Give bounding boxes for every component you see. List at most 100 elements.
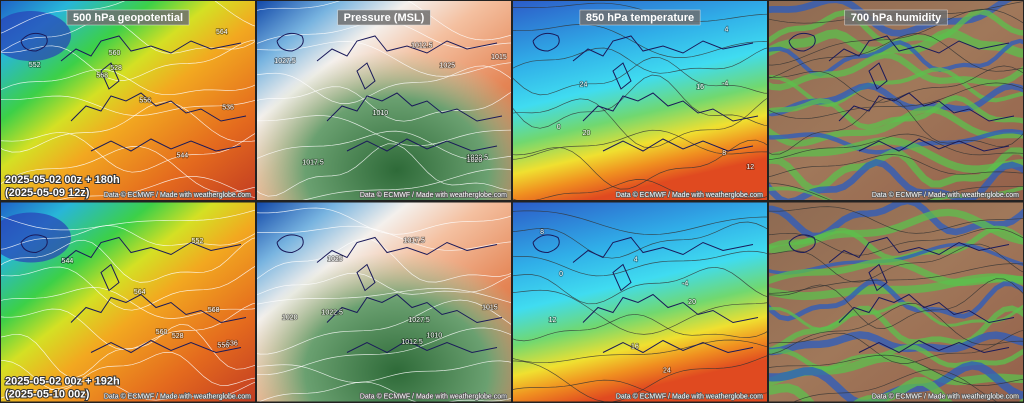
contour-label: -4	[722, 81, 728, 88]
contour-line	[769, 278, 1023, 329]
credit: Data © ECMWF / Made with weatherglobe.co…	[104, 393, 251, 401]
contour-label: 20	[688, 299, 696, 306]
map-shading	[1, 212, 71, 263]
contour-line	[1, 323, 255, 378]
contour-label: 24	[580, 82, 588, 89]
contour-label: 528	[172, 333, 184, 340]
contour-label: -4	[682, 281, 688, 288]
humidity-band	[769, 147, 1023, 193]
contour-label: 560	[156, 329, 168, 336]
contour-line	[1, 95, 255, 116]
contour-line	[769, 182, 1023, 200]
contour-line	[513, 266, 767, 305]
contour-line	[513, 339, 767, 364]
coastline	[788, 32, 1015, 152]
map-background	[513, 1, 767, 200]
coastline	[276, 32, 503, 152]
contour-line	[257, 360, 511, 383]
humidity-band	[769, 305, 1023, 353]
humidity-band	[769, 158, 1023, 200]
map-shading	[257, 202, 511, 402]
contour-label: 8	[722, 150, 726, 157]
contour-line	[257, 115, 511, 147]
contour-label: 12	[549, 317, 557, 324]
contour-line	[257, 41, 511, 77]
contour-line	[257, 299, 511, 355]
contour-line	[793, 369, 997, 402]
contour-line	[769, 154, 1023, 177]
contour-line	[513, 179, 767, 200]
humidity-band	[769, 331, 1023, 356]
contour-line	[513, 129, 767, 160]
humidity-band	[769, 273, 1023, 301]
contour-label: 20	[583, 130, 591, 137]
contour-label: 536	[226, 341, 238, 348]
title-box	[66, 9, 190, 26]
credit: Data © ECMWF / Made with weatherglobe.co…	[360, 393, 507, 401]
contour-label: 12	[746, 164, 754, 171]
contour-line	[257, 327, 511, 376]
contour-line	[1, 287, 255, 319]
contour-line	[1, 225, 255, 250]
contour-label: 536	[222, 105, 234, 112]
contour-label: 568	[208, 307, 220, 314]
coastline	[276, 234, 503, 354]
valid-label: (2025-05-10 00z)	[5, 389, 90, 401]
credit: Data © ECMWF / Made with weatherglobe.co…	[616, 393, 763, 401]
contour-line	[769, 263, 1023, 294]
contour-label: 1022.5	[467, 155, 489, 162]
contour-label: 1022.5	[321, 310, 343, 317]
contour-line	[769, 206, 1023, 234]
map-panel: 528 536 544 552 556 560 564 568 Data © ECMWF / M…	[1, 202, 255, 402]
coastline	[20, 234, 247, 354]
contour-line	[769, 82, 1023, 120]
contour-line	[1, 146, 255, 194]
contour-line	[56, 176, 255, 200]
contour-line	[257, 1, 511, 41]
contour-label: 8	[540, 229, 544, 236]
run-label: 2025-05-02 00z + 192h	[5, 376, 120, 388]
contour-label: 1020	[282, 314, 298, 321]
contour-label: 568	[96, 73, 108, 80]
map-background	[513, 202, 767, 402]
contour-label: 24	[663, 367, 671, 374]
contour-label: 1012.5	[411, 43, 433, 50]
contour-label: 16	[696, 84, 704, 91]
map-shading	[257, 1, 511, 200]
contour-label: 1025	[327, 256, 343, 263]
credit: Data © ECMWF / Made with weatherglobe.co…	[872, 191, 1019, 199]
contour-line	[513, 313, 767, 342]
panel-title: Pressure (MSL)	[344, 12, 425, 24]
contour-line	[769, 33, 1023, 79]
contour-label: 564	[134, 289, 146, 296]
contour-line	[513, 57, 767, 96]
coastline	[788, 234, 1015, 354]
contour-line	[513, 74, 767, 129]
contour-label: 1025	[439, 62, 455, 69]
humidity-band	[769, 38, 1023, 77]
coastline	[532, 32, 759, 152]
contour-label: 564	[216, 29, 228, 36]
credit: Data © ECMWF / Made with weatherglobe.co…	[616, 191, 763, 199]
contour-label: 1020	[467, 157, 483, 164]
map-image: 1015 1012.5 1010 1017.5 1020 1022.5 1025 1027.5…	[257, 202, 511, 402]
contour-line	[1, 1, 255, 34]
contour-line	[1, 68, 255, 96]
contour-label: 16	[631, 344, 639, 351]
map-shading	[1, 11, 71, 61]
run-label: 2025-05-02 00z + 180h	[5, 174, 120, 186]
panel-title: 500 hPa geopotential	[73, 12, 183, 24]
contour-line	[513, 98, 767, 149]
contour-line	[257, 207, 511, 235]
contour-label: 1010	[427, 333, 443, 340]
title-box	[579, 9, 701, 26]
contour-line	[257, 238, 511, 283]
contour-label: 1027.5	[274, 58, 296, 65]
contour-label: 552	[192, 238, 204, 245]
map-panel: 528 536 544 552 556 560 564 568 Data © ECMWF / M…	[1, 1, 255, 200]
contour-line	[1, 237, 255, 283]
map-image: 0 4 8 12 16 20 -4 24 Data © ECMWF / Made with we…	[513, 1, 767, 200]
contour-label: 0	[559, 271, 563, 278]
